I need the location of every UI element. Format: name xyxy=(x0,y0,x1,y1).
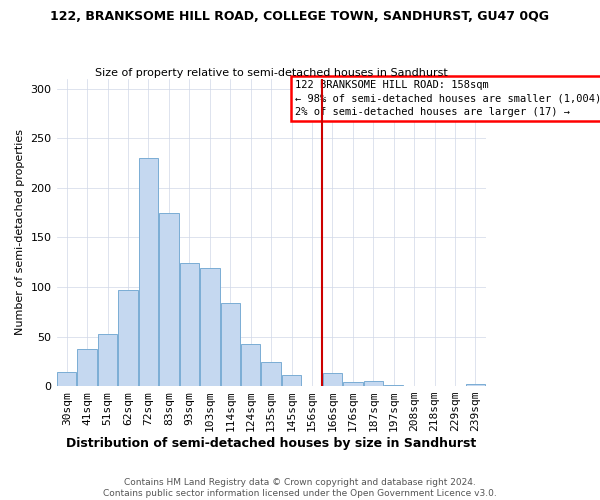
Bar xyxy=(139,158,158,386)
Bar xyxy=(282,375,301,386)
Title: Size of property relative to semi-detached houses in Sandhurst: Size of property relative to semi-detach… xyxy=(95,68,448,78)
Text: 122, BRANKSOME HILL ROAD, COLLEGE TOWN, SANDHURST, GU47 0QG: 122, BRANKSOME HILL ROAD, COLLEGE TOWN, … xyxy=(50,10,550,23)
Bar xyxy=(343,382,362,386)
Bar xyxy=(57,372,76,386)
Bar xyxy=(98,334,118,386)
Bar xyxy=(262,362,281,386)
Y-axis label: Number of semi-detached properties: Number of semi-detached properties xyxy=(15,130,25,336)
Bar xyxy=(159,212,179,386)
Text: 122 BRANKSOME HILL ROAD: 158sqm
← 98% of semi-detached houses are smaller (1,004: 122 BRANKSOME HILL ROAD: 158sqm ← 98% of… xyxy=(295,80,600,116)
Bar xyxy=(364,381,383,386)
Text: Contains HM Land Registry data © Crown copyright and database right 2024.
Contai: Contains HM Land Registry data © Crown c… xyxy=(103,478,497,498)
Bar xyxy=(241,344,260,386)
Bar xyxy=(179,263,199,386)
X-axis label: Distribution of semi-detached houses by size in Sandhurst: Distribution of semi-detached houses by … xyxy=(66,437,476,450)
Bar xyxy=(77,350,97,386)
Bar xyxy=(384,385,403,386)
Bar xyxy=(221,303,240,386)
Bar xyxy=(200,268,220,386)
Bar xyxy=(118,290,138,386)
Bar xyxy=(323,373,342,386)
Bar xyxy=(466,384,485,386)
